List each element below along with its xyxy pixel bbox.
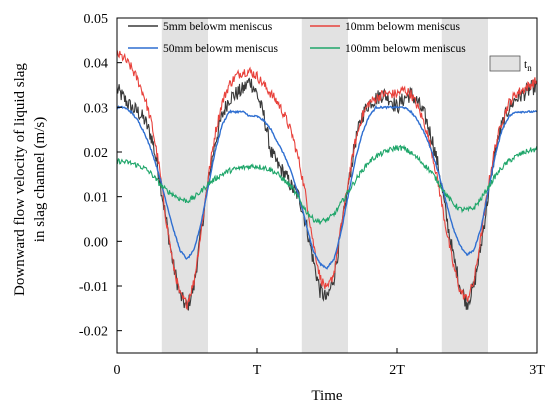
y-tick-label-5: 0.01 [84, 191, 109, 206]
y-tick-label-6: 0.00 [84, 235, 109, 250]
shaded-region-1 [161, 18, 208, 353]
legend-label-shaded-subscript: n [527, 63, 532, 73]
legend-swatch-shaded [489, 55, 521, 72]
y-tick-label-1: 0.05 [84, 12, 109, 27]
y-axis-label-line-1: Downward flow velocity of liquid slag [12, 63, 28, 296]
y-tick-label-8: -0.02 [79, 325, 108, 340]
y-tick-label-2: 0.04 [84, 57, 109, 72]
legend-label-4: 100mm belowm meniscus [345, 43, 466, 55]
x-tick-label-4: 3T [529, 363, 545, 378]
y-tick-label-3: 0.03 [84, 101, 109, 116]
x-tick-label-3: 2T [389, 363, 405, 378]
series-line-2 [116, 49, 538, 311]
legend-label-shaded: tn [524, 59, 532, 73]
series-line-4 [116, 144, 538, 225]
axis-ticks: 0 T 2T 3T 0.05 0.04 0.03 0.02 0.01 0.00 -0.01 -0.02 [79, 12, 545, 378]
y-tick-label-7: -0.01 [79, 280, 108, 295]
series-line-3 [116, 105, 538, 270]
legend-label-3: 50mm belowm meniscus [163, 43, 279, 55]
shaded-region-2 [301, 18, 348, 353]
x-tick-label-2: T [253, 363, 262, 378]
plot-frame [116, 17, 538, 354]
series-lines [116, 49, 538, 311]
y-tick-label-4: 0.02 [84, 146, 109, 161]
x-axis-label: Time [311, 388, 342, 404]
shaded-regions [161, 18, 488, 353]
legend-label-1: 5mm belowm meniscus [163, 21, 273, 33]
y-axis-label-line-2: in slag channel (m/s) [32, 117, 48, 242]
y-axis-label: Downward flow velocity of liquid slag in … [12, 63, 48, 296]
x-tick-label-1: 0 [114, 363, 121, 378]
legend-label-2: 10mm belowm meniscus [345, 21, 461, 33]
legend: 5mm belowm meniscus 10mm belowm meniscus 5… [128, 21, 532, 73]
